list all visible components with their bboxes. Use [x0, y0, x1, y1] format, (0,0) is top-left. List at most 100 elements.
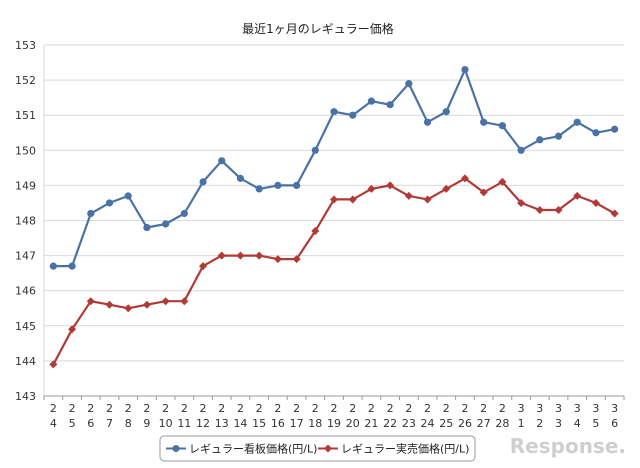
data-point [87, 209, 95, 218]
data-point [404, 191, 413, 200]
x-tick-label-day: 11 [177, 417, 191, 430]
data-point [143, 223, 151, 232]
x-tick-label-month: 2 [200, 402, 207, 415]
x-tick-label-day: 19 [327, 417, 341, 430]
x-tick-label-day: 22 [383, 417, 397, 430]
x-tick-label-month: 2 [387, 402, 394, 415]
x-tick-label-day: 7 [106, 417, 113, 430]
x-tick-label-day: 6 [87, 417, 94, 430]
x-tick-label-month: 2 [87, 402, 94, 415]
x-tick-label-day: 18 [308, 417, 322, 430]
data-point [423, 195, 432, 204]
data-point [592, 129, 600, 137]
y-tick-label: 152 [15, 74, 36, 87]
y-tick-label: 145 [15, 320, 36, 333]
y-tick-label: 146 [15, 285, 36, 298]
series-line [53, 68, 615, 268]
x-tick-label-month: 2 [274, 402, 281, 415]
legend-marker-circle [172, 445, 180, 452]
data-point [460, 174, 469, 183]
data-point [517, 198, 526, 207]
data-point [611, 125, 619, 133]
data-point [480, 118, 488, 126]
data-point [311, 227, 320, 236]
x-tick-label-month: 2 [293, 402, 300, 415]
x-tick-label-month: 2 [424, 402, 431, 415]
x-tick-label-month: 2 [499, 402, 506, 415]
y-tick-label: 147 [15, 250, 36, 263]
legend: レギュラー看板価格(円/L) レギュラー実売価格(円/L) [159, 435, 476, 462]
x-tick-label-day: 5 [69, 417, 76, 430]
data-point [442, 108, 450, 116]
y-tick-label: 148 [15, 215, 36, 228]
x-tick-label-day: 8 [125, 417, 132, 430]
x-tick-label-day: 20 [346, 417, 360, 430]
x-tick-label-day: 1 [518, 417, 525, 430]
data-point [68, 325, 77, 334]
data-point [199, 262, 208, 271]
data-point [218, 157, 226, 165]
data-point [498, 122, 506, 130]
y-tick-label: 153 [15, 39, 36, 52]
data-point [180, 297, 189, 306]
x-tick-label-day: 25 [439, 417, 453, 430]
series-lines [49, 65, 619, 369]
x-tick-label-month: 3 [592, 402, 599, 415]
x-tick-label-month: 2 [181, 402, 188, 415]
data-point [142, 300, 151, 309]
x-tick-label-day: 4 [50, 417, 57, 430]
x-tick-label-month: 3 [518, 402, 525, 415]
data-point [161, 297, 170, 306]
data-point [498, 177, 507, 186]
x-tick-label-month: 2 [461, 402, 468, 415]
x-tick-label-month: 2 [405, 402, 412, 415]
data-point [330, 195, 338, 204]
data-point [573, 191, 582, 200]
data-point [180, 209, 188, 218]
x-tick-label-day: 17 [290, 417, 304, 430]
data-point [292, 255, 301, 264]
data-point [255, 185, 263, 193]
x-tick-label-day: 14 [233, 417, 247, 430]
legend-marker-diamond [324, 444, 332, 453]
data-point [423, 118, 432, 126]
x-tick-label-month: 3 [536, 402, 543, 415]
series-line [52, 177, 616, 365]
x-tick-label-day: 5 [592, 417, 599, 430]
data-point [124, 192, 132, 200]
x-tick-label-day: 9 [143, 417, 150, 430]
data-point [86, 297, 95, 306]
series-2 [49, 174, 619, 369]
x-tick-label-month: 2 [237, 402, 244, 415]
series-1 [49, 65, 619, 270]
data-point [217, 251, 226, 260]
x-tick-label-day: 2 [536, 417, 543, 430]
data-point [610, 209, 619, 218]
x-tick-label-month: 2 [50, 402, 57, 415]
data-point [49, 262, 57, 270]
data-point [591, 198, 600, 207]
chart-title: 最近1ヶ月のレギュラー価格 [242, 21, 394, 36]
data-point [386, 101, 394, 109]
x-tick-label-day: 27 [477, 417, 491, 430]
data-point [573, 118, 581, 126]
y-tick-label: 149 [15, 179, 36, 192]
data-point [292, 181, 301, 189]
x-tick-label-month: 2 [443, 402, 450, 415]
x-tick-label-month: 2 [125, 402, 132, 415]
data-point [386, 181, 395, 190]
data-point [367, 97, 376, 105]
y-tick-label: 143 [15, 390, 36, 403]
data-point [162, 220, 170, 228]
data-point [442, 184, 451, 193]
x-tick-label-day: 15 [252, 417, 266, 430]
data-point [479, 188, 488, 197]
x-tick-label-day: 6 [611, 417, 618, 430]
x-tick-label-day: 23 [402, 417, 416, 430]
data-point [124, 304, 133, 313]
data-point [274, 181, 282, 189]
x-tick-label-day: 4 [574, 417, 581, 430]
legend-item-series-2: レギュラー実売価格(円/L) [318, 442, 469, 456]
